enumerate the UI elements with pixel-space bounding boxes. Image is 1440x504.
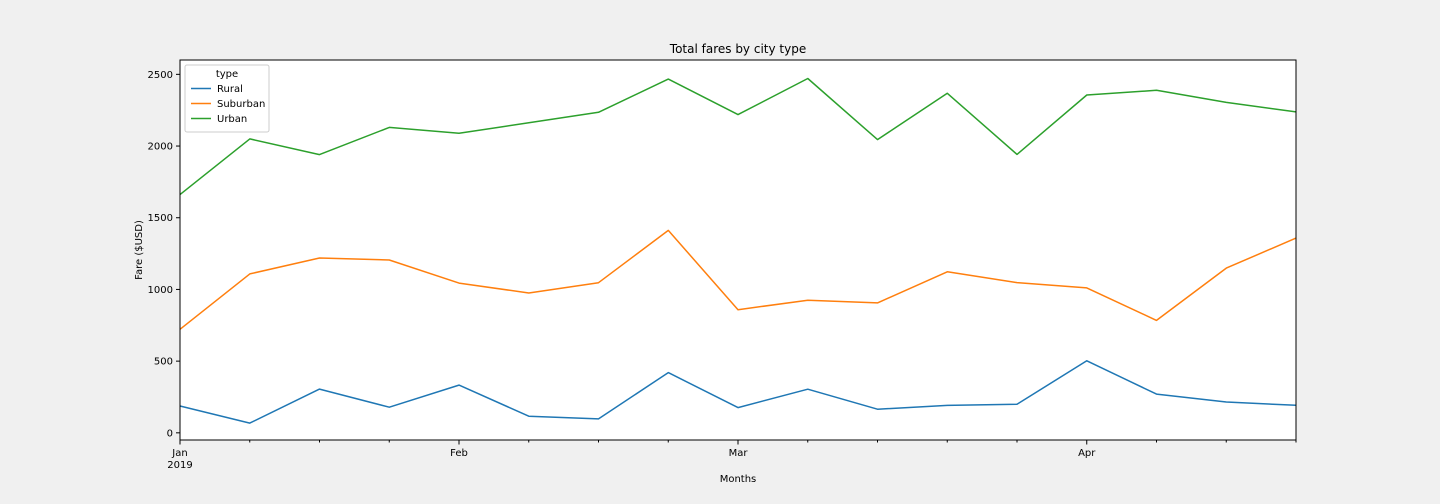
series-line-urban: [179, 77, 1297, 196]
legend-label-rural: Rural: [217, 84, 243, 95]
legend-box: [184, 64, 270, 133]
series-layer: [179, 77, 1297, 424]
y-axis: 0 500 1000 1500 2000 2500: [148, 70, 180, 439]
x-axis-title: Months: [720, 474, 757, 485]
y-axis-title: Fare ($USD): [134, 220, 145, 280]
x-tick-label: Feb: [450, 448, 468, 459]
legend-label-urban: Urban: [217, 114, 247, 125]
y-tick-label: 2000: [148, 142, 173, 153]
y-tick-label: 500: [154, 357, 173, 368]
series-line-suburban: [179, 229, 1297, 330]
y-tick-label: 0: [167, 428, 173, 439]
x-tick-label: Mar: [729, 448, 749, 459]
y-tick-label: 1500: [148, 213, 173, 224]
x-tick-label: Apr: [1078, 448, 1096, 459]
x-tick-label: Jan: [171, 448, 187, 459]
y-tick-label: 2500: [148, 70, 173, 81]
legend-label-suburban: Suburban: [217, 99, 265, 110]
legend: type Rural Suburban Urban: [184, 64, 270, 133]
x-tick-sublabel: 2019: [167, 460, 192, 471]
chart-title: Total fares by city type: [669, 42, 806, 56]
plot-area: [180, 60, 1296, 440]
y-tick-label: 1000: [148, 285, 173, 296]
legend-title: type: [216, 69, 238, 80]
series-line-rural: [179, 360, 1297, 424]
